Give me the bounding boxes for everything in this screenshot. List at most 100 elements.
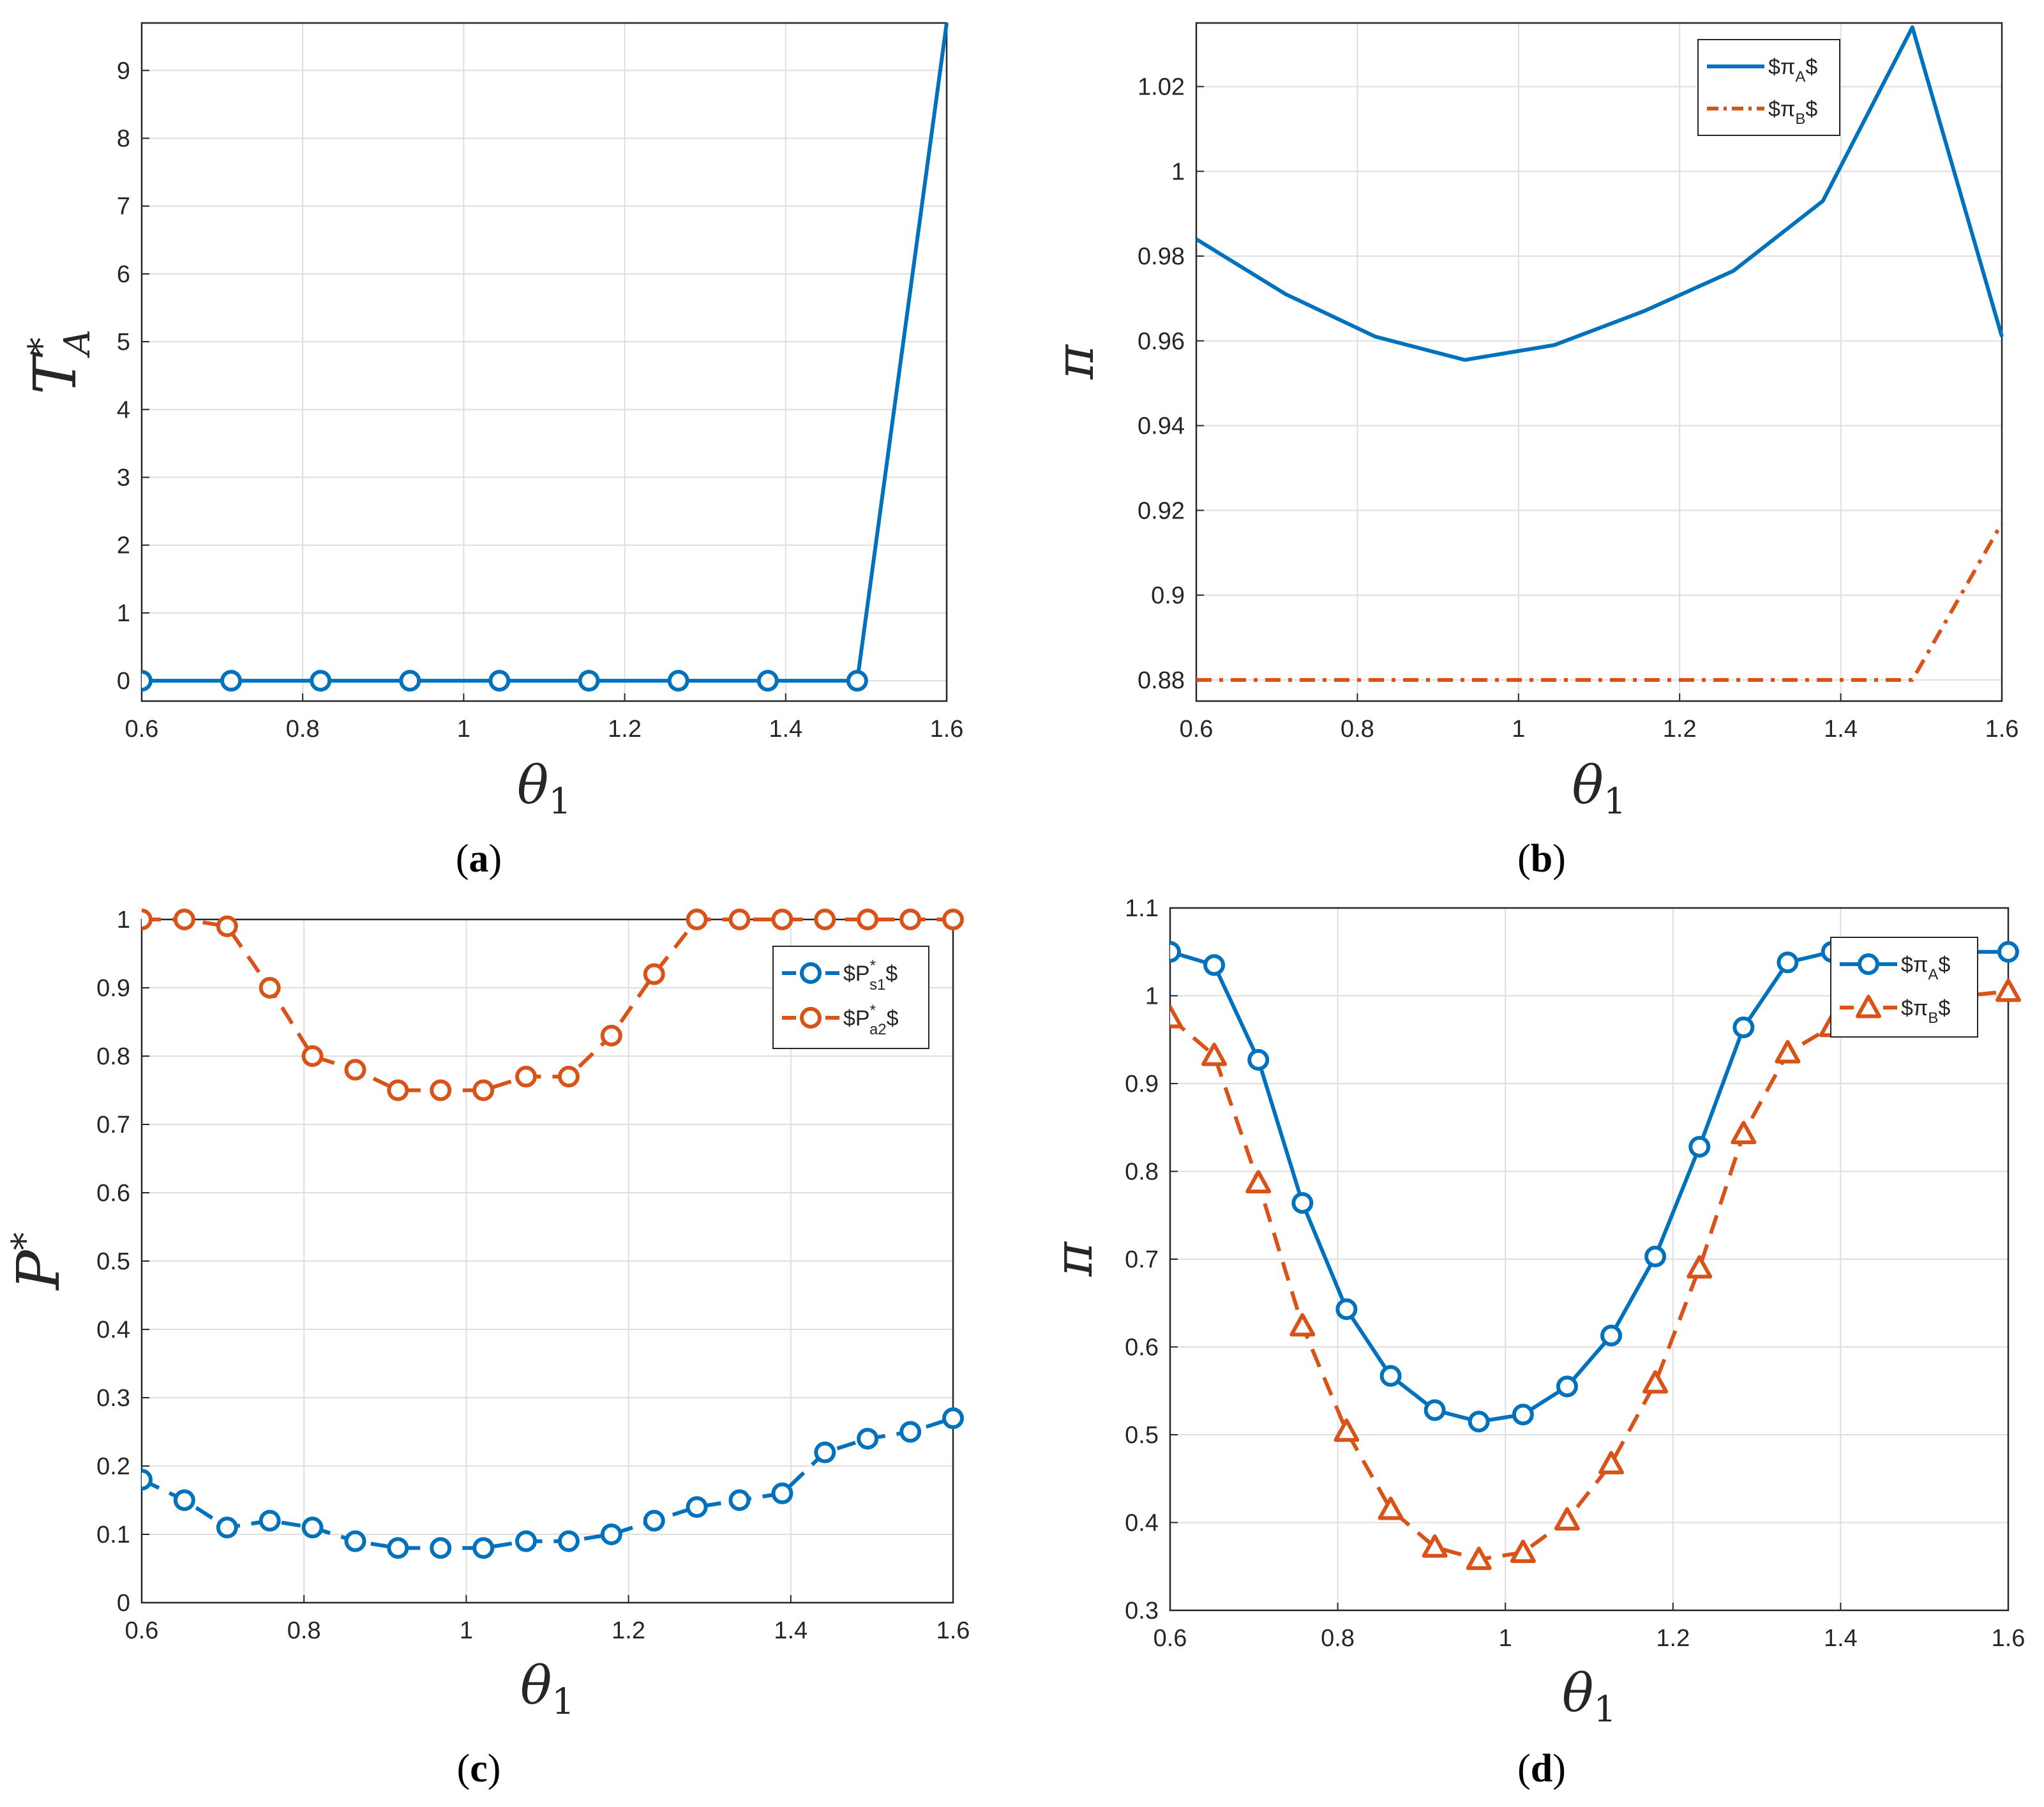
data-point xyxy=(814,909,836,930)
y-tick-label: 0.9 xyxy=(1151,582,1185,609)
data-point xyxy=(942,909,964,930)
data-point xyxy=(1995,978,2021,1002)
legend: $P* s1$$P* a2$ xyxy=(772,946,929,1049)
data-point xyxy=(216,915,238,937)
y-tick-label: 4 xyxy=(117,397,130,423)
legend-box xyxy=(772,946,929,1049)
y-tick-label: 0.96 xyxy=(1138,328,1185,355)
data-point xyxy=(1247,1048,1270,1071)
y-tick-label: 3 xyxy=(117,465,130,492)
legend-label-sub: B xyxy=(1795,110,1805,128)
data-point xyxy=(1777,951,1799,974)
y-tick-label: 0.9 xyxy=(1125,1071,1159,1098)
x-tick-label: 1.2 xyxy=(612,1617,645,1644)
legend-label-tail: $ xyxy=(1805,55,1817,79)
y-tick-label: 5 xyxy=(117,329,130,356)
y-axis-label-sup: * xyxy=(4,1232,46,1250)
legend-label: $πB$ xyxy=(1768,97,1817,128)
x-axis-label-sub: 1 xyxy=(548,781,571,822)
data-point xyxy=(515,1066,537,1088)
data-point xyxy=(301,1516,324,1539)
legend-label-tail: $ xyxy=(1805,97,1817,121)
y-tick-label: 1.1 xyxy=(1125,895,1159,922)
data-point xyxy=(1468,1410,1490,1433)
data-point xyxy=(472,1537,495,1559)
data-point xyxy=(1600,1324,1623,1347)
y-tick-label: 0.7 xyxy=(1125,1246,1159,1273)
y-tick-label: 1 xyxy=(1171,158,1185,185)
data-point xyxy=(344,1530,366,1552)
panel-label-close: ) xyxy=(1552,837,1566,881)
x-tick-label: 0.8 xyxy=(286,716,320,743)
legend-label: $πA$ xyxy=(1901,953,1950,983)
x-axis-label: θ1 xyxy=(1562,1663,1616,1730)
x-tick-label: 1.6 xyxy=(1992,1625,2025,1652)
data-point xyxy=(1334,1418,1360,1442)
y-tick-label: 0.3 xyxy=(96,1385,130,1412)
series-line-1 xyxy=(1196,25,2004,362)
data-point xyxy=(942,1407,964,1430)
panel-c: 0.6 0.8 1 1.2 1.4 1.6 0 0.1 0.2 0.3 0.4 0.5 0.6 0.7 0.… xyxy=(4,907,970,1790)
x-tick-label: 1.2 xyxy=(608,716,642,743)
data-point xyxy=(488,670,511,692)
x-tick-label: 0.6 xyxy=(1154,1625,1187,1652)
x-tick-label: 0.6 xyxy=(1180,716,1214,743)
legend-label-main: $P xyxy=(843,1006,870,1031)
legend-label-tail: $ xyxy=(1938,953,1950,977)
panel-d: 0.6 0.8 1 1.2 1.4 1.6 0.3 0.4 0.5 0.6 0.7 0.8 0.9 1 1.… xyxy=(1044,895,2025,1790)
legend-marker xyxy=(800,1007,822,1029)
data-point xyxy=(667,670,689,692)
legend-label-sup: * xyxy=(870,957,876,974)
x-tick-label: 1.4 xyxy=(1824,716,1858,743)
y-tick-label: 0.4 xyxy=(96,1317,130,1343)
panel-label: (b) xyxy=(1517,837,1566,881)
y-tick-label: 0.9 xyxy=(96,975,130,1002)
data-point xyxy=(1687,1255,1713,1279)
data-point xyxy=(310,670,332,692)
x-tick-label: 1.6 xyxy=(1985,716,2019,743)
x-tick-label: 0.8 xyxy=(1321,1625,1355,1652)
plot-area xyxy=(142,23,947,701)
data-point xyxy=(1466,1546,1492,1570)
panel-label-letter: c xyxy=(470,1747,488,1790)
legend-label-tail: $ xyxy=(1938,996,1950,1020)
y-tick-label: 6 xyxy=(117,261,130,288)
legend-label: $πA$ xyxy=(1768,55,1817,86)
data-point xyxy=(686,1496,708,1518)
data-point xyxy=(857,1428,879,1450)
data-point xyxy=(857,909,879,930)
y-tick-label: 7 xyxy=(117,193,130,220)
x-tick-label: 1.2 xyxy=(1656,1625,1690,1652)
x-tick-label: 1 xyxy=(460,1617,473,1644)
legend-label: $P* a2$ xyxy=(843,1002,899,1038)
legend-label-tail: $ xyxy=(885,962,898,986)
y-tick-label: 0.6 xyxy=(96,1180,130,1207)
data-point xyxy=(728,1489,751,1511)
x-tick-label: 0.8 xyxy=(287,1617,321,1644)
data-point xyxy=(1422,1534,1448,1558)
x-tick-label: 0.8 xyxy=(1341,716,1374,743)
data-point xyxy=(1775,1040,1801,1064)
data-point xyxy=(515,1530,537,1552)
panel-label: (c) xyxy=(457,1747,501,1790)
data-point xyxy=(643,963,665,985)
data-point xyxy=(728,909,751,930)
legend-label: $πB$ xyxy=(1901,996,1950,1027)
x-tick-label: 1.4 xyxy=(769,716,802,743)
panel-label-open: ( xyxy=(1517,1747,1531,1790)
legend-label-main: $π xyxy=(1901,996,1928,1020)
data-point xyxy=(557,1066,580,1088)
x-tick-label: 1.2 xyxy=(1663,716,1697,743)
x-axis-label-sub: 1 xyxy=(1604,781,1627,822)
axes-box xyxy=(1169,907,2010,1612)
y-tick-label: 0.88 xyxy=(1138,667,1185,694)
series-group xyxy=(1196,25,2004,682)
legend-label-sub: A xyxy=(1795,68,1805,86)
panel-label-letter: a xyxy=(469,837,489,881)
data-point xyxy=(142,1469,153,1491)
data-point xyxy=(1289,1313,1316,1337)
data-point xyxy=(1510,1539,1536,1563)
series-group xyxy=(142,909,964,1559)
data-point xyxy=(771,909,793,930)
y-axis-label: π xyxy=(1045,344,1106,380)
